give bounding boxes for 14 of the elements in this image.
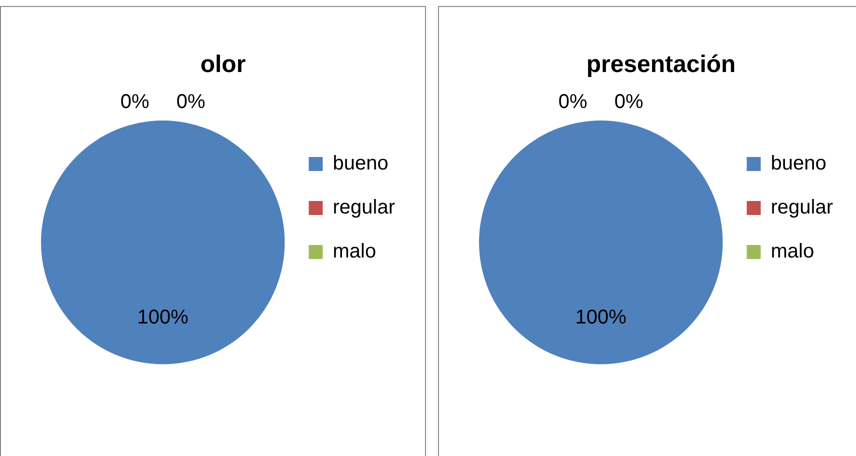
text: 0% <box>614 91 644 114</box>
legend-label: regular <box>332 196 396 219</box>
legend-label: regular <box>770 196 834 219</box>
legend-label: bueno <box>332 152 388 175</box>
text: 0% <box>176 91 206 114</box>
data-label: 100% <box>575 306 627 328</box>
chart-title: presentación <box>586 51 736 78</box>
text: 0% <box>120 91 150 114</box>
legend-label: malo <box>770 240 814 263</box>
data-label: 100% <box>137 306 189 328</box>
chart-title: olor <box>200 51 246 78</box>
legend-label: malo <box>332 240 376 263</box>
text: 0% <box>558 91 588 114</box>
legend-label: bueno <box>770 152 826 175</box>
